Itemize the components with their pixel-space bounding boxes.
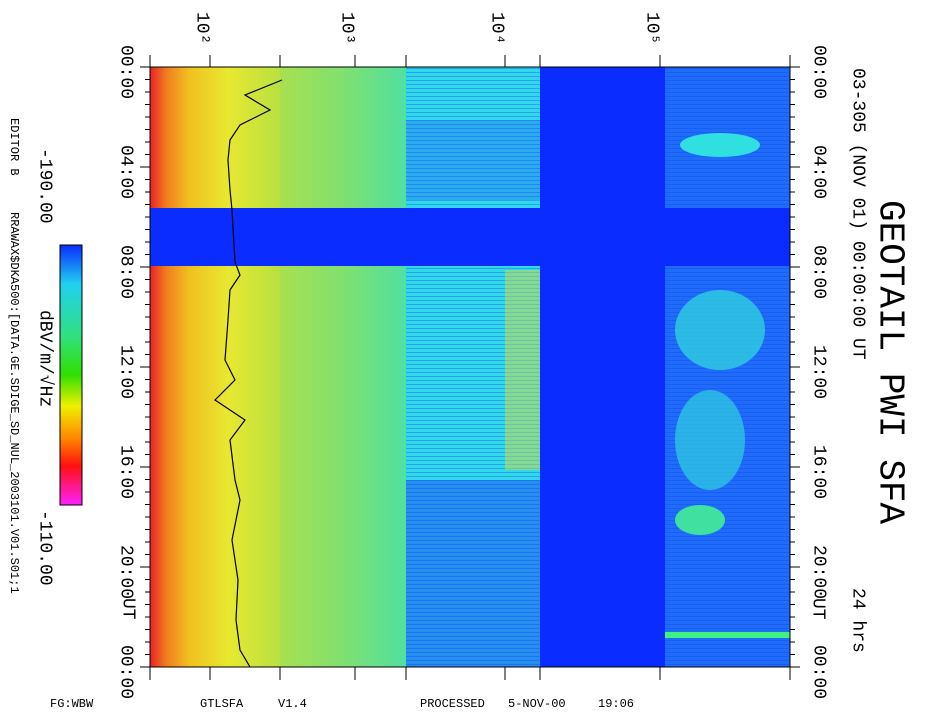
- freq-tick-label: 10⁵: [641, 12, 661, 44]
- time-tick-label: 16:00: [115, 445, 135, 499]
- time-tick-label: 04:00: [808, 145, 828, 199]
- freq-tick-label: 10²: [191, 12, 211, 44]
- colorbar-unit: dBV/m/√Hz: [34, 310, 55, 407]
- time-tick-label: 20:00: [115, 545, 135, 599]
- time-unit: UT: [807, 598, 827, 620]
- freq-tick-label: 10³: [336, 12, 356, 44]
- footer-date: 5-NOV-00: [508, 697, 566, 711]
- time-tick-label: 00:00: [115, 645, 135, 699]
- time-tick-label: 00:00: [808, 45, 828, 99]
- time-tick-label: 08:00: [115, 245, 135, 299]
- duration: 24 hrs: [847, 588, 867, 653]
- spectrogram: [149, 66, 791, 668]
- source: RRAWAX$DKA500:[DATA.GE.SDIGE_SD_NUL_2003…: [7, 212, 21, 594]
- footer-processed: PROCESSED: [420, 697, 485, 711]
- title: GEOTAIL PWI SFA: [869, 200, 910, 524]
- footer-fg: FG:WBW: [50, 697, 94, 711]
- editor: EDITOR B: [7, 118, 21, 176]
- time-tick-label: 12:00: [115, 345, 135, 399]
- time-tick-label: 08:00: [808, 245, 828, 299]
- colorbar: [59, 244, 83, 506]
- time-tick-label: 00:00: [808, 645, 828, 699]
- time-tick-label: 12:00: [808, 345, 828, 399]
- footer-program: GTLSFA: [200, 697, 244, 711]
- subtitle: 03-305 (NOV 01) 00:00:00 UT: [847, 68, 867, 360]
- colorbar-max: -110.00: [34, 510, 54, 586]
- colorbar-min: -190.00: [34, 148, 54, 224]
- footer-version: V1.4: [278, 697, 307, 711]
- axis-ticks: [140, 55, 800, 680]
- freq-tick-label: 10⁴: [486, 12, 506, 44]
- footer-time: 19:06: [598, 697, 634, 711]
- time-labels: 00:00 00:00 04:00 04:00 08:00 08:00 12:00 12:00…: [115, 45, 828, 699]
- time-tick-label: 16:00: [808, 445, 828, 499]
- time-tick-label: 04:00: [115, 145, 135, 199]
- time-tick-label: 00:00: [115, 45, 135, 99]
- time-tick-label: 20:00: [808, 545, 828, 599]
- time-unit: UT: [117, 598, 137, 620]
